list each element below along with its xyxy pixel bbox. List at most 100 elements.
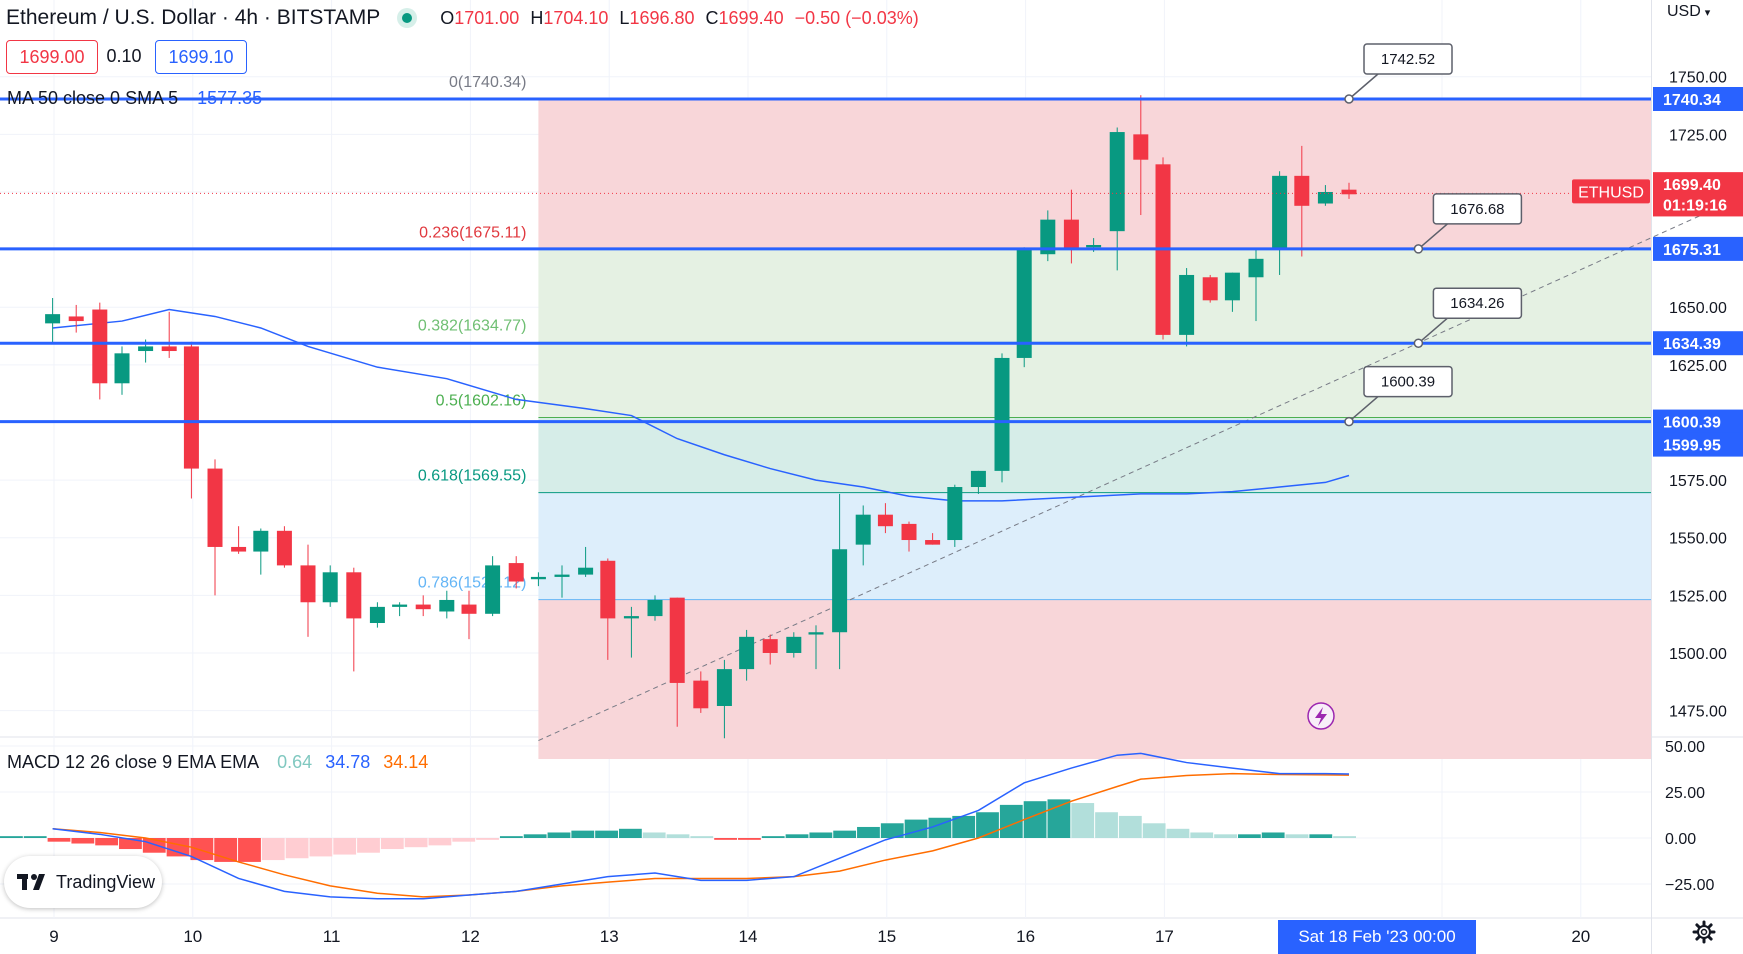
time-axis-tick-label: 15 <box>877 927 896 946</box>
price-axis-badge[interactable] <box>1653 331 1743 356</box>
candle-body <box>1294 175 1310 206</box>
chevron-down-icon: ▾ <box>1704 6 1711 19</box>
candle-body <box>1016 249 1032 358</box>
price-axis-tick-label: 1500.00 <box>1669 646 1727 663</box>
price-axis-badge-label: 01:19:16 <box>1663 197 1727 214</box>
crosshair-date-badge[interactable] <box>1278 920 1477 954</box>
price-axis-tick-label: 1725.00 <box>1669 127 1727 144</box>
horizontal-lines-group[interactable] <box>0 97 1651 424</box>
macd-histogram-bar <box>999 804 1023 838</box>
symbol-title[interactable]: Ethereum / U.S. Dollar · 4h · BITSTAMP <box>6 6 381 29</box>
callout-pointer <box>1348 396 1379 423</box>
price-axis-badge-label: 1600.39 <box>1663 415 1721 432</box>
buy-button[interactable]: 1699.10 <box>155 40 247 74</box>
time-axis-tick-label: 11 <box>323 927 341 946</box>
currency-selector[interactable]: USD ▾ <box>1667 0 1727 24</box>
callout-pointer <box>1417 223 1448 250</box>
open-value: 1701.00 <box>454 7 520 28</box>
time-axis[interactable]: 910111213141516171920Sat 18 Feb '23 00:0… <box>49 920 1590 954</box>
callout-anchor-point[interactable] <box>1344 94 1354 104</box>
macd-histogram-bar <box>1261 832 1285 838</box>
macd-histogram-bar <box>1166 828 1190 838</box>
callout-box[interactable] <box>1432 193 1523 225</box>
fib-level-label: 0.382(1634.77) <box>418 317 527 334</box>
symbol-tag-label: ETHUSD <box>1578 184 1644 201</box>
ma-legend-label: MA 50 close 0 SMA 5 <box>7 88 179 108</box>
macd-histogram-bar <box>71 838 95 844</box>
macd-histogram-bar <box>428 838 452 846</box>
macd-histogram-bar <box>1285 834 1309 838</box>
callout-box[interactable] <box>1363 365 1453 398</box>
candle-body <box>1341 189 1357 195</box>
callout-anchor-point[interactable] <box>1344 416 1354 427</box>
candle-body <box>138 346 154 352</box>
candle-body <box>369 606 385 624</box>
macd-axis-tick-label: 50.00 <box>1665 739 1705 756</box>
price-axis-badge[interactable] <box>1653 172 1743 197</box>
macd-histogram-bar <box>261 838 285 861</box>
price-axis[interactable]: 1750.00 1725.00 1650.00 1625.00 1575.00 1550.… <box>1572 70 1743 894</box>
candle-body <box>739 636 755 670</box>
candle-body <box>276 530 292 566</box>
macd-histogram-bar <box>380 838 404 850</box>
gear-icon[interactable] <box>1692 920 1716 944</box>
macd-histogram-bar <box>1071 803 1095 838</box>
candle-body <box>183 346 199 469</box>
fib-zone <box>538 99 1651 250</box>
macd-histogram-bar <box>1309 834 1333 838</box>
candle-body <box>970 470 986 488</box>
macd-signal-value: 34.14 <box>383 752 429 772</box>
candle-body <box>300 565 316 603</box>
candle-body <box>1063 219 1079 250</box>
fibonacci-retracement[interactable]: 0(1740.34) 0.236(1675.11) 0.382(1634.77) 0.… <box>418 74 1651 760</box>
callout-anchor-point[interactable] <box>1413 244 1424 254</box>
candle-body <box>114 353 130 384</box>
candle-body <box>554 574 570 577</box>
macd-pane <box>0 752 1357 900</box>
candle-body <box>901 523 917 541</box>
fib-level-label: 0.5(1602.16) <box>436 393 527 410</box>
fib-level-label: 0.236(1675.11) <box>419 224 526 241</box>
macd-histogram-bar <box>1095 812 1118 838</box>
ma-legend[interactable]: MA 50 close 0 SMA 5 1577.35 <box>7 88 262 109</box>
symbol-tag[interactable] <box>1572 179 1650 204</box>
candle-body <box>623 616 639 619</box>
price-axis-badge[interactable] <box>1653 87 1743 111</box>
candle-body <box>855 514 871 545</box>
tradingview-badge[interactable]: TradingView <box>4 856 162 908</box>
macd-histogram-bar <box>1190 832 1214 838</box>
price-axis-badge[interactable] <box>1653 236 1743 261</box>
candle-body <box>578 567 594 575</box>
callout-pointer <box>1417 317 1448 344</box>
callout-box[interactable] <box>1363 43 1453 75</box>
callouts-group[interactable]: 1742.52 1676.68 1634.26 1600.39 <box>1307 43 1523 730</box>
macd-histogram-bar <box>0 836 23 838</box>
callout-label: 1676.68 <box>1450 201 1504 218</box>
macd-histogram-bar <box>547 832 571 838</box>
price-axis-badge[interactable] <box>1653 192 1743 217</box>
price-axis-tick-label: 1650.00 <box>1669 300 1727 317</box>
candle-body <box>1317 191 1333 204</box>
tradingview-logo-icon <box>17 874 45 890</box>
macd-histogram-bar <box>523 834 547 838</box>
chart-header: Ethereum / U.S. Dollar · 4h · BITSTAMP O… <box>6 4 919 32</box>
candle-body <box>485 565 501 614</box>
callout-anchor-point[interactable] <box>1413 338 1424 348</box>
time-axis-tick-label: 10 <box>183 927 202 946</box>
price-axis-badge-label: 1634.39 <box>1663 336 1721 353</box>
candle-body <box>45 314 61 324</box>
macd-legend[interactable]: MACD 12 26 close 9 EMA EMA 0.64 34.78 34… <box>7 752 428 773</box>
fib-zone <box>538 417 1651 493</box>
candle-body <box>1109 132 1125 232</box>
macd-line <box>52 752 1350 900</box>
sell-button[interactable]: 1699.00 <box>6 40 98 74</box>
candle-body <box>716 669 732 706</box>
price-axis-tick-label: 1550.00 <box>1669 531 1727 548</box>
price-axis-badge[interactable] <box>1653 432 1743 457</box>
price-axis-badge[interactable] <box>1653 409 1743 434</box>
ma-line-group <box>52 308 1350 502</box>
fib-zone <box>538 599 1651 760</box>
callout-box[interactable] <box>1432 287 1523 319</box>
candle-body <box>994 357 1010 471</box>
